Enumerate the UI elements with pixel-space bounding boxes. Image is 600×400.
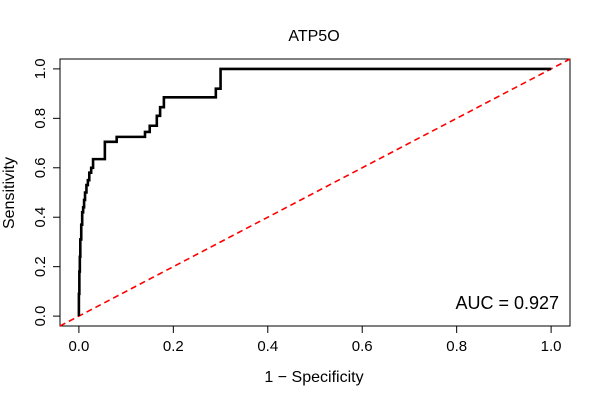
y-tick-label: 0.0 <box>32 306 49 327</box>
y-tick-label: 0.8 <box>32 108 49 129</box>
x-tick-label: 0.0 <box>68 338 89 355</box>
y-axis-label: Sensitivity <box>1 157 18 229</box>
series-layer <box>59 58 571 327</box>
x-tick-label: 0.8 <box>446 338 467 355</box>
x-axis: 0.0 0.2 0.4 0.6 0.8 1.0 <box>68 325 562 355</box>
chart-title: ATP5O <box>288 28 339 45</box>
y-tick-label: 0.2 <box>32 256 49 277</box>
y-tick-label: 0.4 <box>32 207 49 228</box>
x-axis-label: 1 − Specificity <box>264 369 363 386</box>
plot-frame <box>59 58 571 327</box>
x-tick-label: 0.6 <box>352 338 373 355</box>
y-axis: 0.0 0.2 0.4 0.6 0.8 1.0 <box>32 58 61 327</box>
roc-curve <box>77 67 552 317</box>
x-tick-label: 0.4 <box>257 338 278 355</box>
y-tick-label: 1.0 <box>32 58 49 79</box>
x-tick-label: 1.0 <box>541 338 562 355</box>
y-tick-label: 0.6 <box>32 157 49 178</box>
auc-annotation: AUC = 0.927 <box>455 293 559 313</box>
x-tick-label: 0.2 <box>163 338 184 355</box>
reference-diagonal-line <box>59 58 571 327</box>
